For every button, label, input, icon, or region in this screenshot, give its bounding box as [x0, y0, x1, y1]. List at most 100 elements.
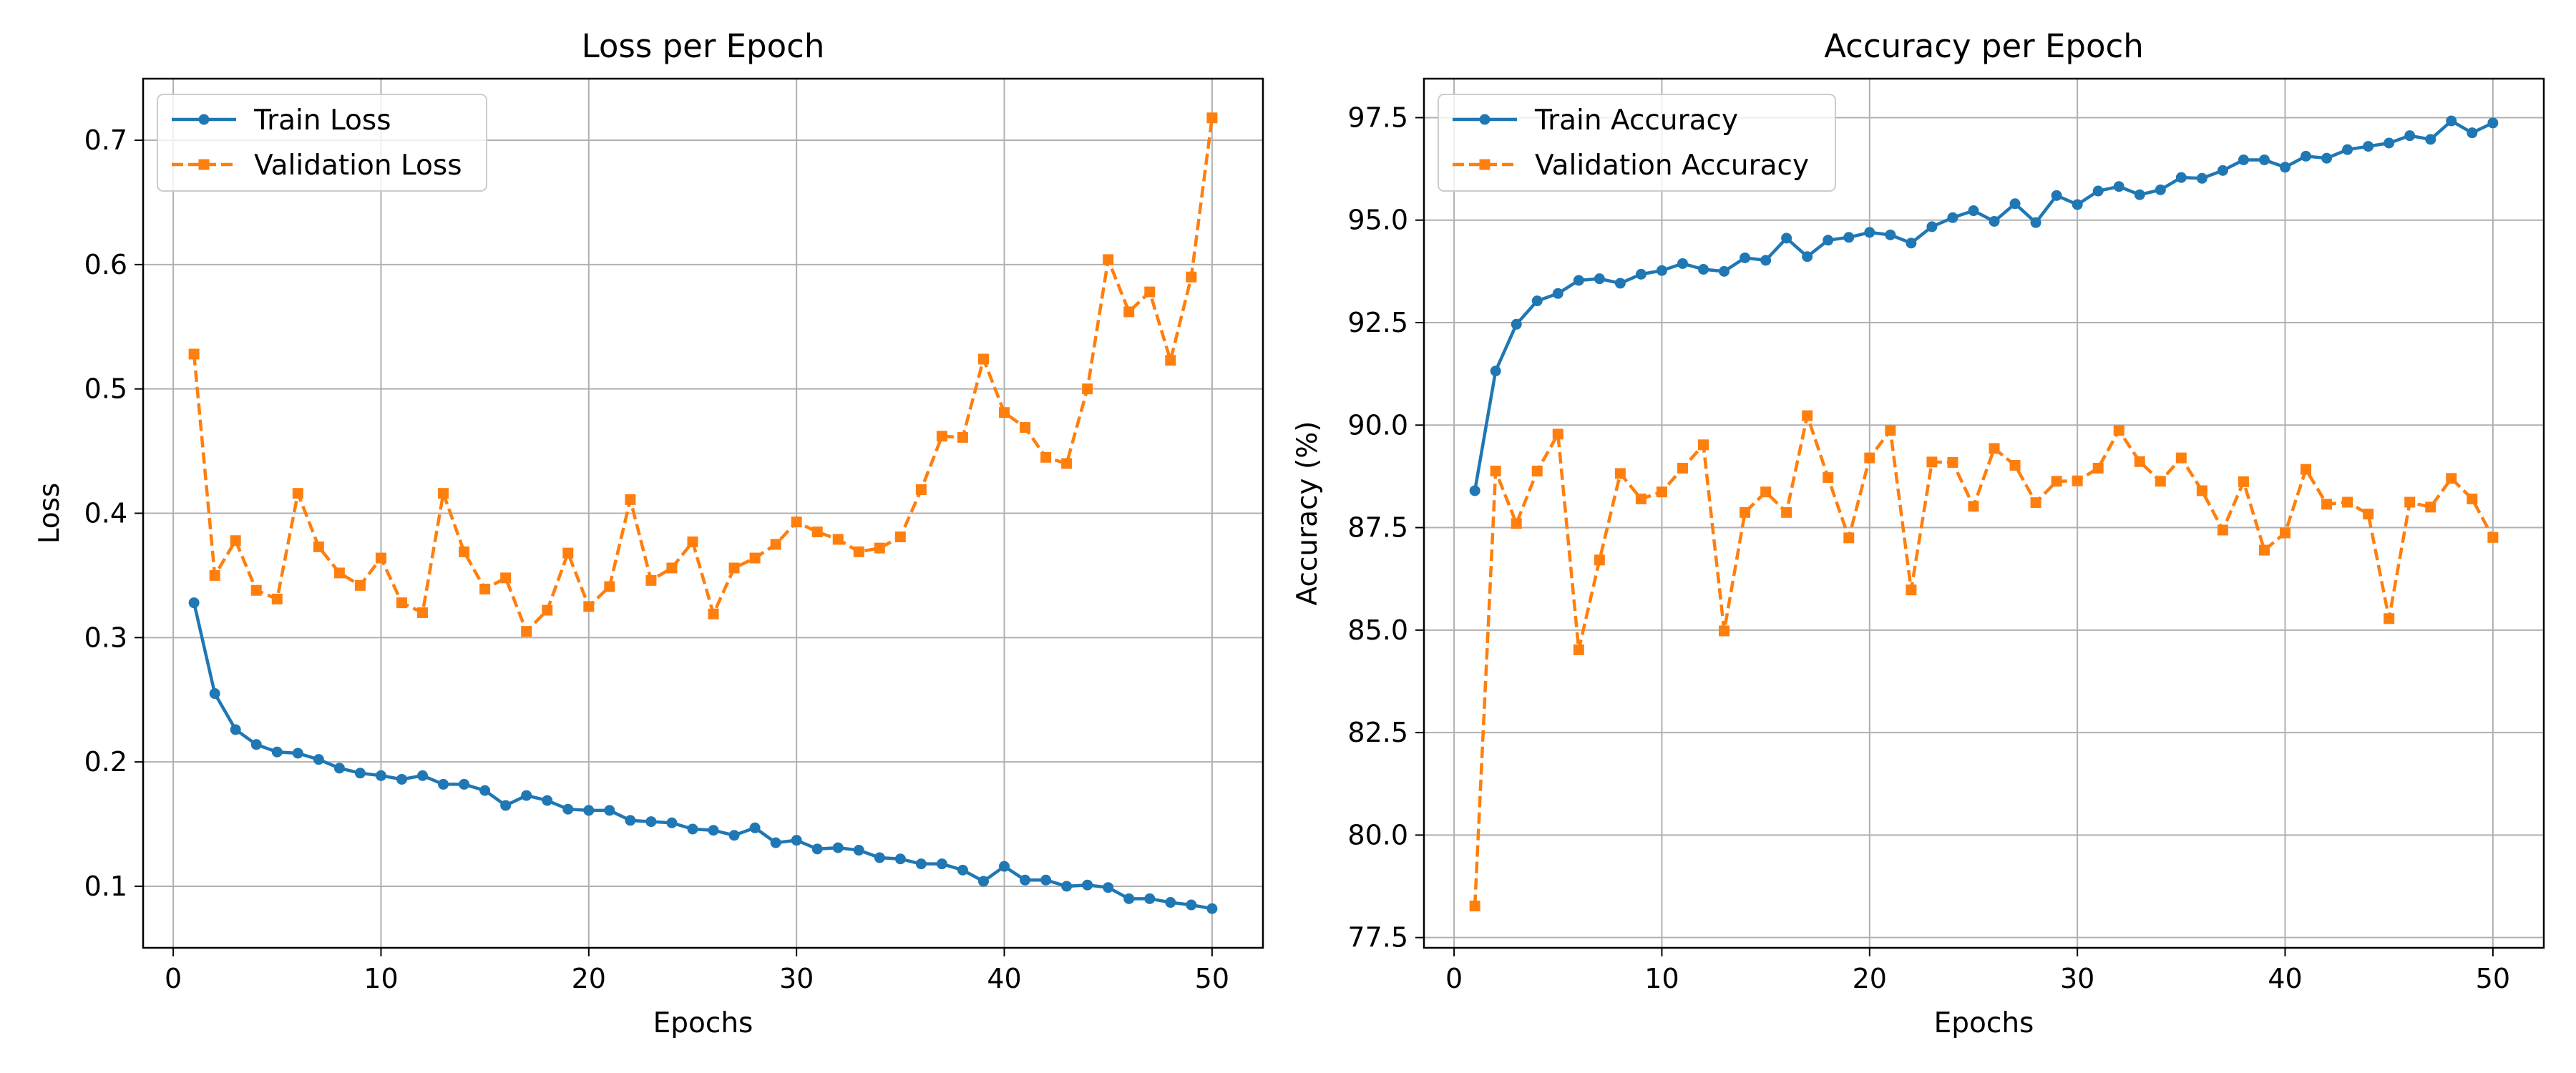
accuracy-data-point	[2175, 172, 2187, 183]
accuracy-data-point	[1802, 410, 1813, 421]
loss-legend-box	[157, 94, 487, 192]
loss-y-tick-label: 0.5	[84, 373, 127, 405]
loss-data-point	[354, 768, 366, 779]
accuracy-data-point	[2404, 130, 2416, 142]
loss-data-point	[1082, 383, 1093, 395]
accuracy-x-axis-label: Epochs	[1934, 1007, 2034, 1039]
loss-data-point	[915, 484, 927, 495]
accuracy-y-tick-label: 82.5	[1347, 717, 1408, 748]
loss-legend-label: Validation Loss	[254, 150, 462, 182]
accuracy-data-point	[2155, 184, 2166, 195]
loss-legend-item: Train Loss	[172, 104, 391, 137]
loss-data-point	[874, 542, 885, 554]
accuracy-x-tick-label: 50	[2476, 963, 2510, 994]
accuracy-data-point	[1947, 212, 1958, 223]
loss-data-point	[396, 773, 407, 785]
loss-data-point	[791, 516, 802, 528]
accuracy-data-point	[1573, 275, 1584, 286]
loss-series-validation	[188, 112, 1218, 637]
accuracy-data-point	[2280, 527, 2291, 539]
accuracy-data-point	[1968, 205, 1979, 217]
loss-data-point	[250, 584, 262, 596]
loss-data-point	[977, 353, 989, 365]
accuracy-data-point	[1490, 465, 1501, 476]
accuracy-data-point	[1677, 258, 1688, 269]
loss-x-tick-label: 30	[779, 963, 814, 994]
loss-series-train	[188, 597, 1218, 914]
accuracy-data-point	[1823, 472, 1834, 484]
loss-legend-marker	[198, 159, 210, 170]
loss-data-point	[313, 541, 324, 552]
loss-data-point	[1123, 893, 1135, 904]
accuracy-data-point	[2425, 134, 2436, 145]
loss-data-point	[583, 601, 595, 612]
loss-chart-title: Loss per Epoch	[582, 27, 825, 65]
loss-legend: Train Loss Validation Loss	[157, 94, 487, 192]
accuracy-data-point	[1719, 625, 1730, 637]
accuracy-data-point	[2321, 499, 2333, 510]
loss-data-point	[1165, 355, 1176, 366]
loss-data-point	[333, 763, 345, 774]
loss-y-tick-label: 0.2	[84, 746, 127, 778]
accuracy-data-point	[1552, 288, 1563, 299]
accuracy-y-tick-label: 77.5	[1347, 922, 1408, 954]
accuracy-data-point	[2384, 137, 2395, 149]
accuracy-data-point	[2301, 464, 2312, 475]
accuracy-data-point	[1677, 462, 1688, 474]
accuracy-data-point	[2009, 198, 2021, 210]
loss-data-point	[313, 754, 324, 765]
loss-data-point	[894, 853, 906, 865]
loss-data-point	[957, 864, 968, 876]
accuracy-data-point	[2113, 181, 2124, 192]
accuracy-data-point	[1635, 493, 1646, 504]
accuracy-data-point	[1635, 268, 1646, 280]
loss-y-tick-label: 0.1	[84, 871, 127, 902]
accuracy-series-validation	[1469, 410, 2499, 912]
loss-x-tick-label: 0	[165, 963, 182, 994]
loss-data-point	[459, 546, 470, 557]
accuracy-y-tick-label: 97.5	[1347, 102, 1408, 133]
loss-data-point	[977, 876, 989, 887]
loss-y-tick-label: 0.7	[84, 124, 127, 156]
accuracy-data-point	[1656, 265, 1667, 276]
loss-data-point	[728, 562, 740, 574]
accuracy-data-point	[2217, 524, 2228, 536]
accuracy-data-point	[1864, 452, 1875, 464]
accuracy-data-point	[1885, 229, 1896, 240]
accuracy-data-point	[1698, 439, 1709, 451]
accuracy-y-tick-label: 92.5	[1347, 307, 1408, 338]
accuracy-x-tick-label: 10	[1644, 963, 1679, 994]
loss-data-point	[770, 539, 781, 550]
loss-legend-label: Train Loss	[253, 104, 391, 137]
accuracy-data-point	[2425, 501, 2436, 513]
accuracy-data-point	[1573, 644, 1584, 655]
accuracy-data-point	[2238, 154, 2249, 165]
accuracy-data-point	[1843, 232, 1855, 243]
loss-data-point	[188, 597, 200, 609]
loss-data-point	[230, 724, 241, 735]
loss-data-point	[500, 572, 512, 584]
accuracy-data-point	[1719, 265, 1730, 277]
loss-data-point	[417, 770, 429, 781]
accuracy-data-point	[1989, 443, 2000, 454]
loss-data-point	[957, 431, 968, 443]
accuracy-data-point	[2321, 152, 2333, 164]
accuracy-data-point	[2404, 496, 2416, 508]
accuracy-data-point	[2175, 452, 2187, 464]
accuracy-legend-label: Validation Accuracy	[1535, 150, 1809, 182]
loss-data-point	[1206, 903, 1218, 914]
accuracy-data-point	[1740, 252, 1751, 263]
accuracy-data-point	[2363, 509, 2374, 520]
loss-data-point	[999, 861, 1010, 872]
loss-data-point	[292, 748, 303, 759]
loss-data-point	[853, 845, 864, 856]
loss-y-tick-label: 0.3	[84, 622, 127, 653]
loss-data-point	[874, 852, 885, 863]
loss-data-point	[562, 803, 574, 815]
accuracy-data-point	[2363, 141, 2374, 152]
loss-data-point	[1061, 458, 1073, 469]
accuracy-x-tick-label: 20	[1853, 963, 1887, 994]
accuracy-data-point	[2155, 476, 2166, 487]
loss-x-axis-label: Epochs	[653, 1007, 753, 1039]
loss-data-point	[1206, 112, 1218, 124]
